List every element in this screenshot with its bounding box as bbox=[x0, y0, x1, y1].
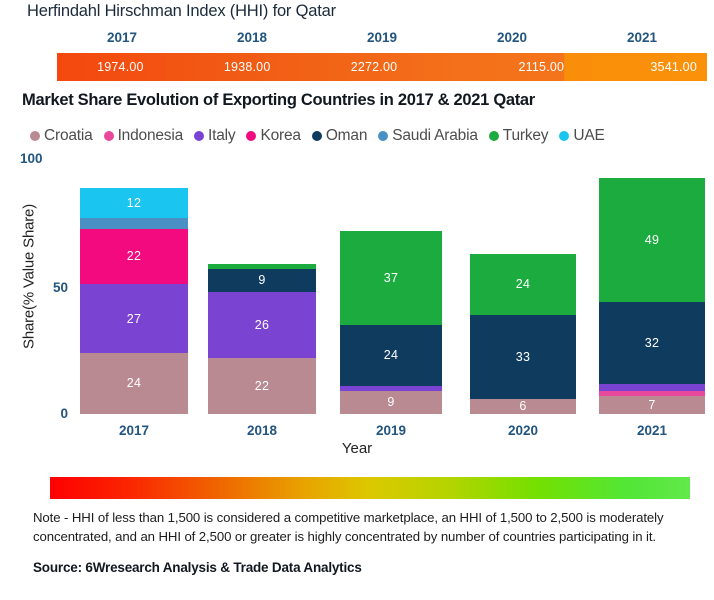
bar-segment-value: 49 bbox=[644, 232, 660, 247]
bar-column-2017[interactable]: 12 22 27 24 bbox=[80, 187, 188, 414]
legend-item-indonesia[interactable]: Indonesia bbox=[103, 127, 184, 145]
bar-segment-italy[interactable]: 26 bbox=[208, 292, 316, 359]
legend-label: Indonesia bbox=[117, 127, 184, 144]
y-tick-50: 50 bbox=[52, 280, 68, 295]
hhi-year-header: 2017 2018 2019 2020 2021 bbox=[57, 30, 707, 50]
bar-segment-croatia[interactable]: 9 bbox=[340, 391, 442, 414]
bar-segment-value: 24 bbox=[515, 277, 531, 292]
bar-column-2018[interactable]: 9 26 22 bbox=[208, 264, 316, 414]
note-text: Note - HHI of less than 1,500 is conside… bbox=[33, 510, 664, 545]
x-tick-2020: 2020 bbox=[507, 423, 539, 438]
source-text: Source: 6Wresearch Analysis & Trade Data… bbox=[33, 560, 362, 575]
bar-segment-croatia[interactable]: 6 bbox=[470, 398, 576, 414]
y-tick-100: 100 bbox=[20, 151, 43, 166]
bar-segment-indonesia[interactable] bbox=[599, 391, 705, 397]
bar-segment-value: 22 bbox=[126, 249, 142, 264]
chart-plot-area: Share(% Value Share) 100 50 0 12 22 27 24 20… bbox=[0, 148, 714, 457]
bar-column-2020[interactable]: 24 33 6 bbox=[470, 254, 576, 414]
x-tick-2019: 2019 bbox=[375, 423, 407, 438]
hhi-value-2021: 3541.00 bbox=[650, 60, 697, 74]
bar-segment-value: 9 bbox=[387, 395, 395, 410]
hhi-value-2018: 1938.00 bbox=[223, 60, 271, 74]
chart-legend: Croatia Indonesia Italy Korea Oman Saudi Arab… bbox=[30, 125, 700, 147]
x-axis-title: Year bbox=[341, 440, 373, 457]
bar-segment-value: 27 bbox=[126, 311, 142, 326]
bar-segment-value: 26 bbox=[254, 317, 270, 332]
legend-swatch-icon bbox=[194, 131, 205, 141]
bar-segment-value: 6 bbox=[519, 399, 527, 414]
bar-segment-value: 22 bbox=[254, 378, 270, 393]
bar-segment-italy[interactable] bbox=[340, 386, 442, 392]
hhi-year-2018: 2018 bbox=[236, 30, 268, 45]
bar-segment-oman[interactable]: 32 bbox=[599, 302, 705, 384]
bar-segment-value: 24 bbox=[126, 376, 142, 391]
x-tick-2021: 2021 bbox=[636, 423, 668, 438]
legend-item-uae[interactable]: UAE bbox=[559, 127, 605, 145]
hhi-year-2017: 2017 bbox=[106, 30, 138, 45]
hhi-value-2017: 1974.00 bbox=[97, 60, 144, 74]
legend-label: Turkey bbox=[502, 127, 549, 144]
bar-segment-croatia[interactable]: 24 bbox=[80, 353, 188, 414]
legend-item-oman[interactable]: Oman bbox=[311, 127, 368, 145]
hhi-value-bar: 1974.00 1938.00 2272.00 2115.00 3541.00 bbox=[57, 53, 707, 81]
hhi-year-2020: 2020 bbox=[496, 30, 528, 45]
legend-label: Saudi Arabia bbox=[392, 127, 478, 144]
legend-item-saudi-arabia[interactable]: Saudi Arabia bbox=[378, 127, 478, 145]
hhi-year-2021: 2021 bbox=[626, 30, 658, 45]
bar-segment-saudi-arabia[interactable] bbox=[80, 218, 188, 229]
hhi-title: Herfindahl Hirschman Index (HHI) for Qat… bbox=[27, 2, 336, 20]
legend-item-korea[interactable]: Korea bbox=[246, 127, 301, 145]
bar-segment-turkey[interactable]: 49 bbox=[599, 177, 705, 303]
legend-label: UAE bbox=[573, 127, 605, 144]
bar-segment-value: 37 bbox=[383, 270, 399, 285]
bar-segment-uae[interactable]: 12 bbox=[80, 187, 188, 219]
legend-item-turkey[interactable]: Turkey bbox=[488, 127, 549, 145]
x-tick-2018: 2018 bbox=[246, 423, 278, 438]
bar-segment-oman[interactable]: 9 bbox=[208, 269, 316, 293]
legend-label: Oman bbox=[325, 127, 368, 144]
hhi-value-2019: 2272.00 bbox=[350, 60, 398, 74]
bar-segment-value: 7 bbox=[648, 397, 656, 412]
bar-segment-italy[interactable] bbox=[599, 383, 705, 392]
legend-swatch-icon bbox=[30, 131, 40, 141]
legend-item-croatia[interactable]: Croatia bbox=[30, 127, 93, 145]
legend-label: Italy bbox=[208, 127, 236, 144]
legend-swatch-icon bbox=[246, 131, 257, 141]
bar-segment-turkey[interactable]: 37 bbox=[340, 231, 442, 326]
bar-segment-croatia[interactable]: 7 bbox=[599, 396, 705, 414]
y-tick-0: 0 bbox=[60, 406, 68, 421]
bar-segment-value: 32 bbox=[644, 335, 660, 350]
bar-segment-oman[interactable]: 24 bbox=[340, 325, 442, 387]
bar-segment-value: 9 bbox=[258, 273, 266, 288]
bar-column-2021[interactable]: 49 32 7 bbox=[599, 177, 705, 414]
legend-swatch-icon bbox=[559, 131, 570, 141]
legend-swatch-icon bbox=[488, 131, 499, 141]
stacked-bars: 12 22 27 24 2017 9 26 22 2018 37 24 9 2019 24 33 6 2020 4… bbox=[0, 148, 714, 448]
hhi-year-2019: 2019 bbox=[366, 30, 398, 45]
chart-title: Market Share Evolution of Exporting Coun… bbox=[22, 91, 535, 109]
bar-segment-oman[interactable]: 33 bbox=[470, 314, 576, 399]
legend-swatch-icon bbox=[311, 131, 322, 141]
legend-item-italy[interactable]: Italy bbox=[194, 127, 236, 145]
hhi-value-2020: 2115.00 bbox=[518, 60, 565, 74]
bar-segment-value: 24 bbox=[383, 348, 399, 363]
bar-segment-turkey[interactable] bbox=[208, 264, 316, 270]
legend-swatch-icon bbox=[103, 131, 114, 141]
bar-segment-italy[interactable]: 27 bbox=[80, 284, 188, 354]
legend-swatch-icon bbox=[378, 131, 389, 141]
concentration-spectrum-bar bbox=[50, 477, 690, 499]
bar-segment-korea[interactable]: 22 bbox=[80, 228, 188, 285]
bar-segment-value: 33 bbox=[515, 349, 531, 364]
legend-label: Croatia bbox=[44, 127, 93, 144]
x-tick-2017: 2017 bbox=[118, 423, 150, 438]
bar-segment-value: 12 bbox=[126, 195, 142, 210]
bar-segment-turkey[interactable]: 24 bbox=[470, 254, 576, 315]
bar-column-2019[interactable]: 37 24 9 bbox=[340, 231, 442, 414]
bar-segment-croatia[interactable]: 22 bbox=[208, 358, 316, 414]
legend-label: Korea bbox=[260, 127, 301, 144]
